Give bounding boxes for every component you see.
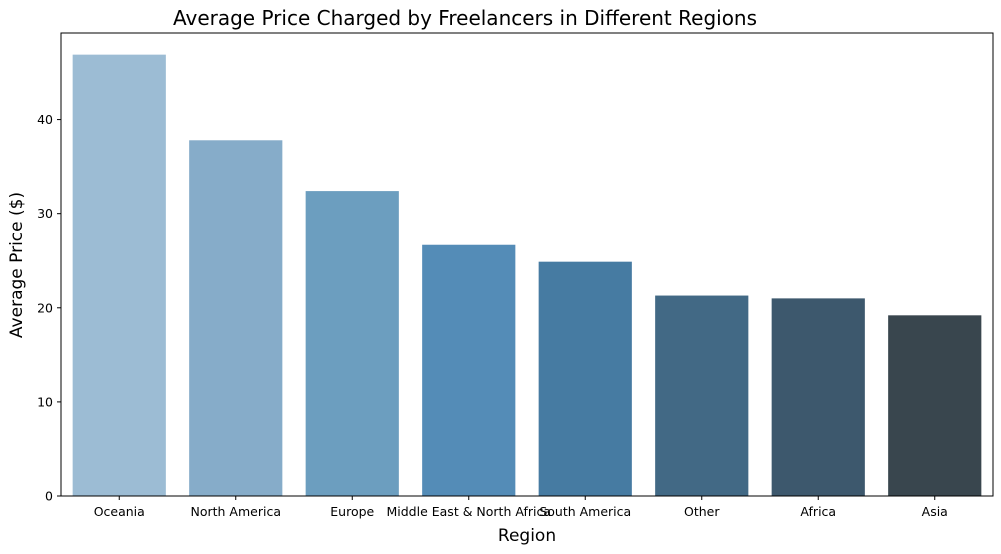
x-tick-label: Middle East & North Africa [386, 504, 551, 519]
y-axis-label: Average Price ($) [7, 192, 27, 338]
bar-north-america [189, 140, 282, 496]
x-axis-label: Region [498, 526, 556, 546]
x-tick-label: North America [191, 504, 282, 519]
x-tick-label: Other [684, 504, 720, 519]
bar-africa [772, 298, 865, 496]
x-tick-label: Asia [922, 504, 948, 519]
bar-asia [888, 315, 981, 496]
y-tick-label: 0 [45, 489, 53, 504]
x-tick-label: Africa [800, 504, 836, 519]
x-tick-label: South America [539, 504, 631, 519]
y-tick-label: 20 [37, 300, 53, 315]
x-tick-label: Europe [330, 504, 374, 519]
bars-group [73, 55, 982, 496]
y-tick-label: 10 [37, 394, 53, 409]
y-tick-label: 30 [37, 206, 53, 221]
bar-other [655, 296, 748, 496]
x-axis: Oceania North America Europe Middle East & … [94, 496, 948, 519]
bar-south-america [539, 262, 632, 496]
bar-middle-east-north-africa [422, 245, 515, 496]
y-tick-label: 40 [37, 112, 53, 127]
x-tick-label: Oceania [94, 504, 145, 519]
y-axis: 0 10 20 30 40 [37, 112, 61, 503]
chart-title: Average Price Charged by Freelancers in … [173, 6, 757, 30]
bar-oceania [73, 55, 166, 496]
bar-europe [306, 191, 399, 496]
